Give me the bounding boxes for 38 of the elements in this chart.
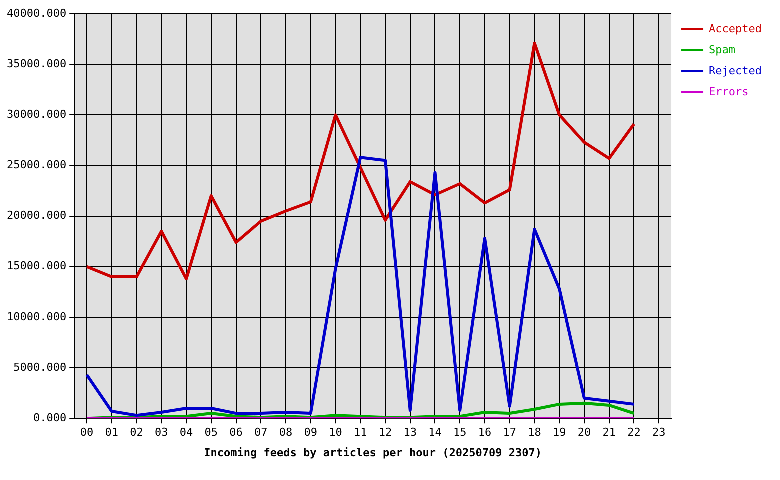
x-tick-label: 13 — [404, 426, 417, 440]
x-tick-label: 23 — [652, 426, 666, 440]
x-tick-label: 09 — [304, 426, 318, 440]
y-tick-label: 5000.000 — [14, 360, 67, 374]
x-tick-label: 17 — [503, 426, 516, 440]
x-tick-label: 16 — [478, 426, 492, 440]
y-tick-label: 20000.000 — [6, 209, 67, 222]
x-tick-label: 02 — [130, 426, 144, 440]
legend-label: Rejected — [709, 64, 762, 78]
x-tick-label: 11 — [354, 426, 368, 440]
x-tick-label: 04 — [180, 426, 194, 440]
x-tick-label: 20 — [578, 426, 592, 440]
x-tick-label: 05 — [204, 426, 218, 440]
y-tick-label: 30000.000 — [6, 108, 67, 122]
legend-label: Spam — [709, 43, 736, 56]
y-tick-label: 35000.000 — [6, 57, 67, 70]
y-tick-label: 25000.000 — [6, 158, 67, 172]
x-tick-label: 18 — [528, 426, 542, 440]
y-tick-label: 10000.000 — [6, 310, 67, 324]
x-tick-label: 15 — [453, 426, 467, 440]
x-tick-label: 19 — [552, 426, 566, 440]
y-tick-label: 0.000 — [33, 411, 67, 424]
x-tick-label: 00 — [80, 426, 94, 440]
x-tick-label: 03 — [155, 426, 168, 440]
x-tick-label: 12 — [378, 426, 392, 440]
y-tick-label: 15000.000 — [6, 260, 67, 273]
legend-label: Errors — [709, 85, 749, 98]
y-tick-label: 40000.000 — [6, 6, 67, 20]
x-tick-label: 07 — [254, 426, 268, 440]
x-tick-label: 14 — [428, 426, 442, 440]
x-tick-label: 06 — [230, 426, 243, 440]
x-tick-label: 01 — [105, 426, 119, 440]
x-tick-label: 08 — [279, 426, 293, 440]
x-axis-title: Incoming feeds by articles per hour (20250709 2307) — [204, 446, 542, 460]
x-tick-label: 21 — [602, 426, 616, 440]
x-tick-label: 22 — [628, 426, 641, 440]
x-tick-label: 10 — [329, 426, 342, 440]
legend-label: Accepted — [709, 22, 762, 36]
